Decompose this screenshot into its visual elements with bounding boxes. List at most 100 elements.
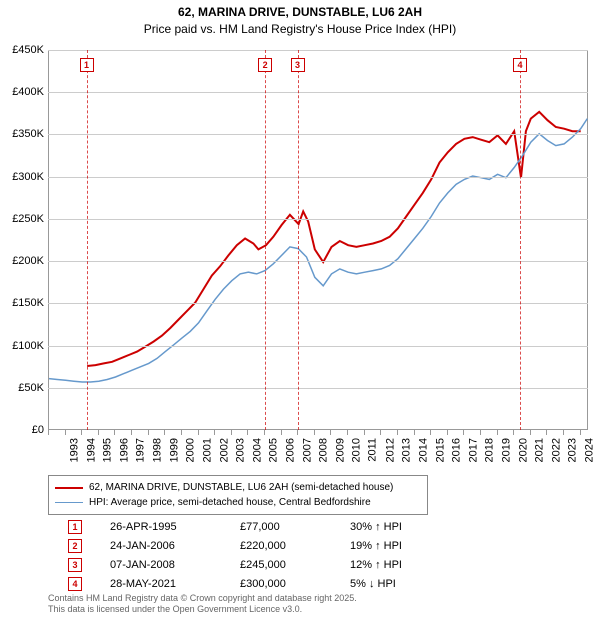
x-tick <box>314 430 315 435</box>
chart-container: 62, MARINA DRIVE, DUNSTABLE, LU6 2AH Pri… <box>0 0 600 620</box>
y-gridline <box>48 346 588 347</box>
series-hpi <box>49 119 587 382</box>
legend-row: 62, MARINA DRIVE, DUNSTABLE, LU6 2AH (se… <box>55 480 421 495</box>
sale-marker-line <box>265 50 266 430</box>
x-axis-label: 2016 <box>451 438 463 462</box>
x-tick <box>281 430 282 435</box>
y-gridline <box>48 261 588 262</box>
x-axis-label: 1996 <box>118 438 130 462</box>
x-tick <box>364 430 365 435</box>
x-tick <box>497 430 498 435</box>
sale-marker: 1 <box>80 58 94 72</box>
sale-marker-line <box>87 50 88 430</box>
x-tick <box>98 430 99 435</box>
x-tick <box>214 430 215 435</box>
sale-row: 224-JAN-2006£220,00019% ↑ HPI <box>68 539 460 553</box>
x-axis-label: 2018 <box>484 438 496 462</box>
sale-marker: 2 <box>258 58 272 72</box>
x-axis-label: 1997 <box>135 438 147 462</box>
y-axis-label: £100K <box>2 340 44 352</box>
x-axis-label: 2023 <box>567 438 579 462</box>
x-axis-label: 2020 <box>517 438 529 462</box>
x-tick <box>513 430 514 435</box>
footer-line1: Contains HM Land Registry data © Crown c… <box>48 593 357 605</box>
x-axis-label: 2024 <box>584 438 596 462</box>
legend-swatch <box>55 502 83 504</box>
legend-label: 62, MARINA DRIVE, DUNSTABLE, LU6 2AH (se… <box>89 480 393 495</box>
legend-row: HPI: Average price, semi-detached house,… <box>55 495 421 510</box>
x-axis-label: 2013 <box>401 438 413 462</box>
sale-delta: 12% ↑ HPI <box>350 559 460 571</box>
footer-attribution: Contains HM Land Registry data © Crown c… <box>48 593 357 616</box>
x-axis-label: 2003 <box>235 438 247 462</box>
x-tick <box>563 430 564 435</box>
x-tick <box>264 430 265 435</box>
sale-marker-line <box>520 50 521 430</box>
x-tick <box>530 430 531 435</box>
y-axis-label: £200K <box>2 255 44 267</box>
x-tick <box>546 430 547 435</box>
y-axis-label: £400K <box>2 86 44 98</box>
y-axis-label: £250K <box>2 213 44 225</box>
x-axis-label: 2004 <box>251 438 263 462</box>
legend-label: HPI: Average price, semi-detached house,… <box>89 495 371 510</box>
y-gridline <box>48 177 588 178</box>
sale-date: 07-JAN-2008 <box>110 559 240 571</box>
sale-row: 3 07-JAN-2008£245,00012% ↑ HPI <box>68 558 460 572</box>
legend-swatch <box>55 487 83 489</box>
x-tick <box>48 430 49 435</box>
sale-marker-line <box>298 50 299 430</box>
x-axis-label: 2008 <box>318 438 330 462</box>
sale-price: £245,000 <box>240 559 350 571</box>
x-tick <box>114 430 115 435</box>
y-gridline <box>48 50 588 51</box>
chart-svg <box>49 51 589 431</box>
sale-row: 4 28-MAY-2021£300,0005% ↓ HPI <box>68 577 460 591</box>
y-axis-label: £50K <box>2 382 44 394</box>
sale-row-marker: 3 <box>68 558 82 572</box>
sale-delta: 30% ↑ HPI <box>350 521 460 533</box>
sale-marker: 3 <box>291 58 305 72</box>
sale-price: £77,000 <box>240 521 350 533</box>
x-axis-label: 1999 <box>168 438 180 462</box>
x-tick <box>397 430 398 435</box>
sale-marker: 4 <box>513 58 527 72</box>
sale-row-marker: 1 <box>68 520 82 534</box>
x-tick <box>65 430 66 435</box>
chart-title: 62, MARINA DRIVE, DUNSTABLE, LU6 2AH <box>0 0 600 21</box>
legend: 62, MARINA DRIVE, DUNSTABLE, LU6 2AH (se… <box>48 475 428 515</box>
x-tick <box>463 430 464 435</box>
sale-date: 28-MAY-2021 <box>110 578 240 590</box>
y-gridline <box>48 134 588 135</box>
x-axis-label: 2000 <box>185 438 197 462</box>
x-axis-label: 2001 <box>201 438 213 462</box>
sale-delta: 5% ↓ HPI <box>350 578 460 590</box>
x-tick <box>380 430 381 435</box>
x-axis-label: 2014 <box>417 438 429 462</box>
x-tick <box>181 430 182 435</box>
y-axis-label: £350K <box>2 128 44 140</box>
x-axis-label: 2002 <box>218 438 230 462</box>
sale-row-marker: 2 <box>68 539 82 553</box>
sale-row: 1 26-APR-1995£77,00030% ↑ HPI <box>68 520 460 534</box>
chart-subtitle: Price paid vs. HM Land Registry's House … <box>0 21 600 38</box>
sale-date: 24-JAN-2006 <box>110 540 240 552</box>
x-axis-label: 1995 <box>102 438 114 462</box>
x-tick <box>164 430 165 435</box>
x-tick <box>198 430 199 435</box>
sale-price: £300,000 <box>240 578 350 590</box>
sale-delta: 19% ↑ HPI <box>350 540 460 552</box>
series-property <box>87 112 581 366</box>
x-axis-label: 1993 <box>68 438 80 462</box>
x-axis-label: 1994 <box>85 438 97 462</box>
sales-table: 1 26-APR-1995£77,00030% ↑ HPI 2 24-JAN-2006… <box>68 520 460 596</box>
y-axis-label: £300K <box>2 171 44 183</box>
x-axis-label: 2011 <box>367 438 379 462</box>
sale-date: 26-APR-1995 <box>110 521 240 533</box>
x-tick <box>430 430 431 435</box>
x-tick <box>81 430 82 435</box>
x-tick <box>330 430 331 435</box>
x-tick <box>580 430 581 435</box>
x-axis-label: 2021 <box>534 438 546 462</box>
sale-row-marker: 4 <box>68 577 82 591</box>
